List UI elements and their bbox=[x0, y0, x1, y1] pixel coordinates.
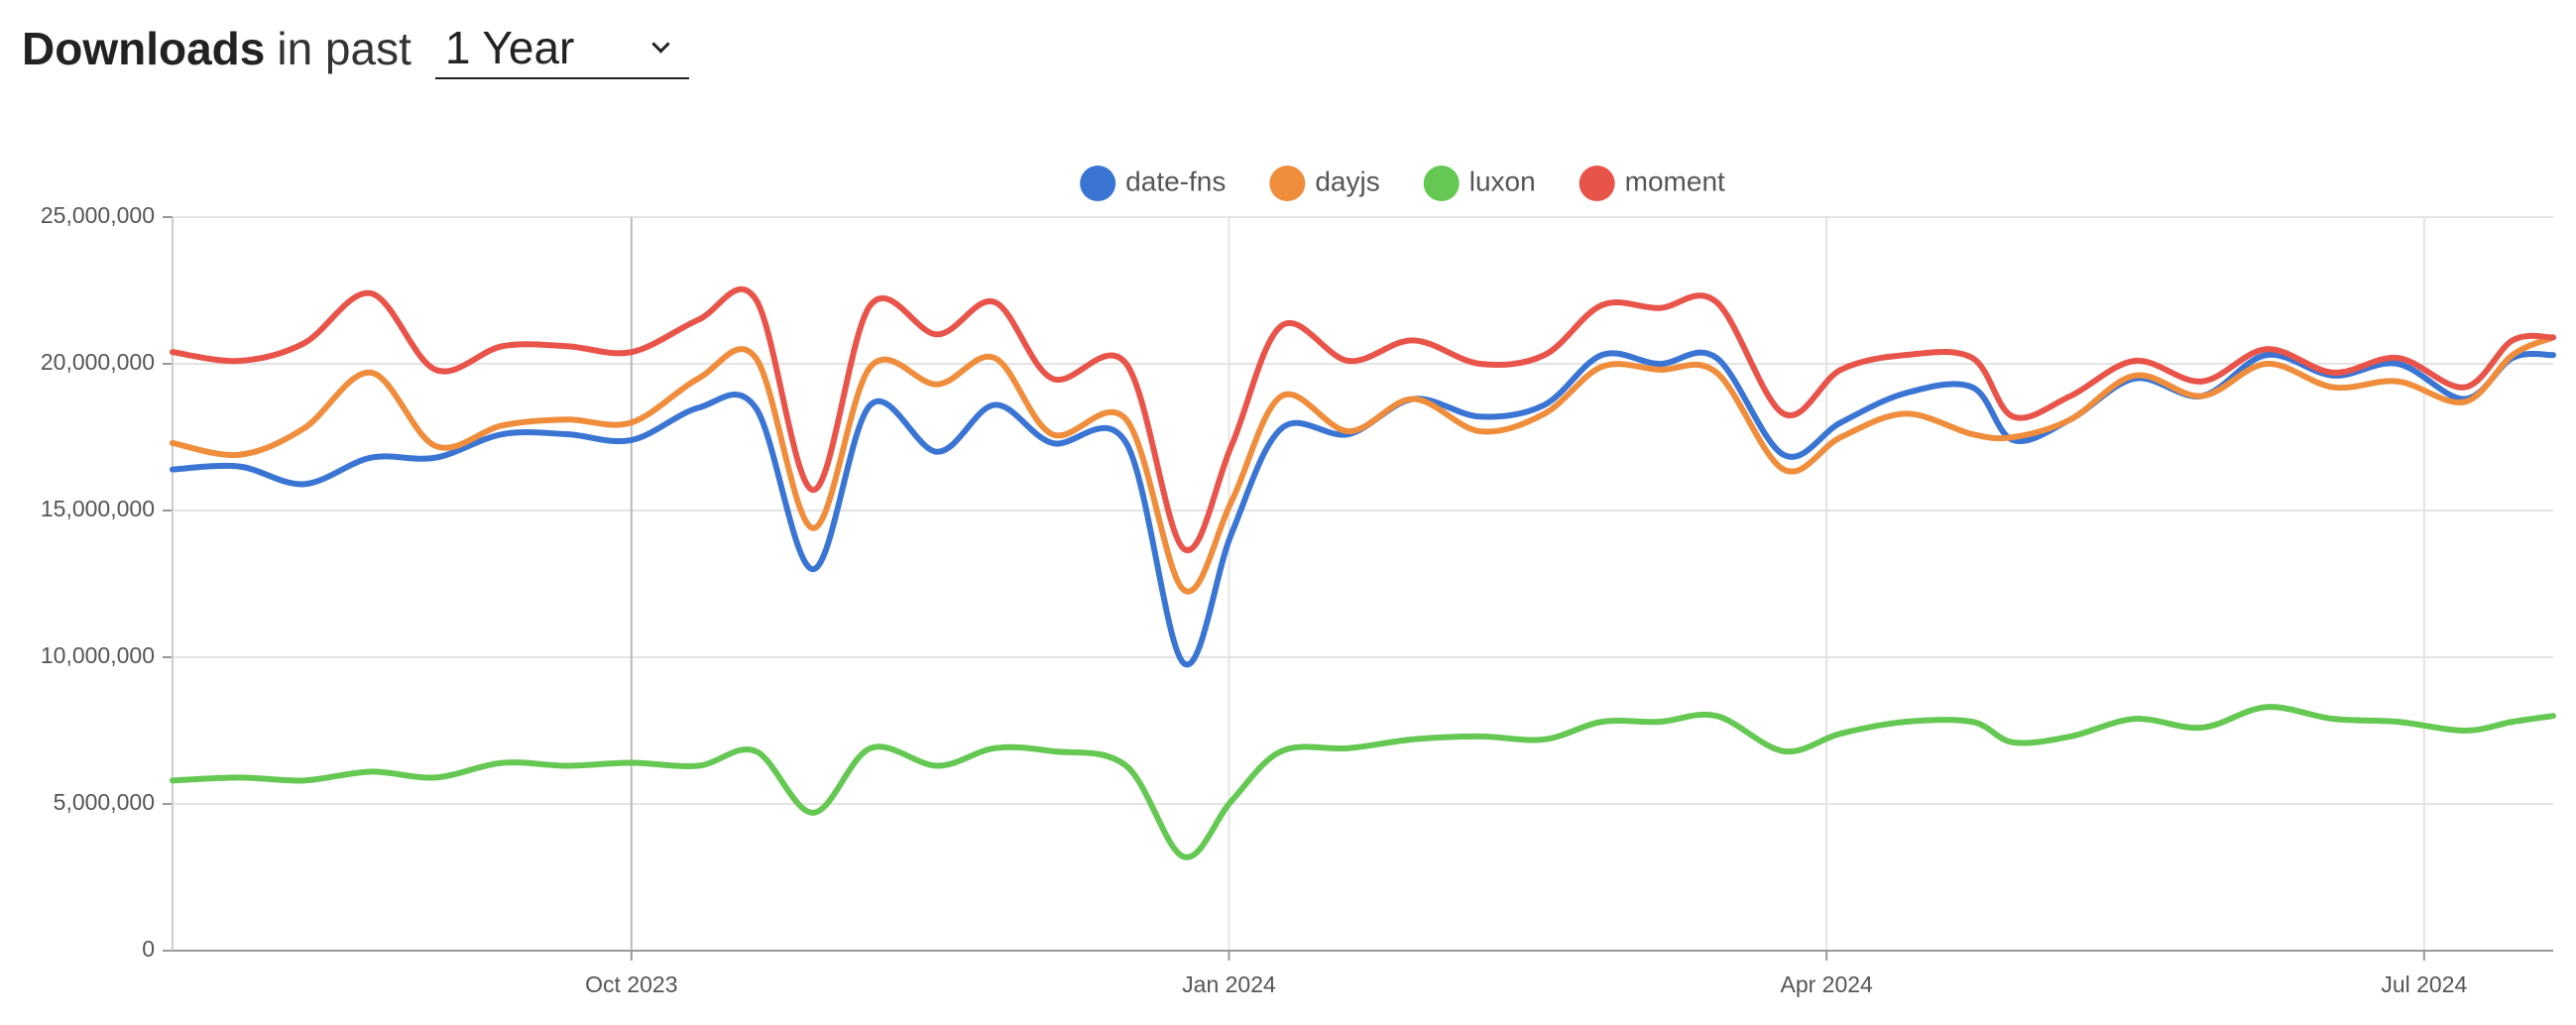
header-subtitle: in past bbox=[277, 23, 411, 74]
x-tick-label: Apr 2024 bbox=[1780, 971, 1873, 997]
legend-label: moment bbox=[1625, 166, 1725, 196]
series-line bbox=[170, 334, 2556, 595]
header: Downloads in past 1 Year bbox=[22, 14, 689, 83]
header-title: Downloads bbox=[22, 23, 266, 74]
series-line bbox=[170, 285, 2556, 554]
legend-marker bbox=[1269, 166, 1306, 201]
x-tick-label: Jul 2024 bbox=[2381, 971, 2467, 997]
select-value: 1 Year bbox=[444, 22, 575, 73]
series-line bbox=[170, 704, 2556, 860]
period-select[interactable]: 1 Year bbox=[434, 18, 689, 79]
legend-marker bbox=[1579, 166, 1615, 201]
legend-label: dayjs bbox=[1315, 166, 1379, 196]
x-tick-label: Oct 2023 bbox=[585, 971, 677, 997]
y-tick-label: 10,000,000 bbox=[41, 642, 155, 668]
legend-marker bbox=[1423, 166, 1460, 201]
y-tick-label: 25,000,000 bbox=[41, 202, 155, 228]
series-line bbox=[170, 349, 2556, 668]
legend-label: date-fns bbox=[1125, 166, 1226, 196]
y-tick-label: 0 bbox=[142, 936, 155, 962]
legend-label: luxon bbox=[1469, 166, 1536, 196]
y-tick-label: 15,000,000 bbox=[41, 496, 155, 521]
x-tick-label: Jan 2024 bbox=[1182, 971, 1276, 997]
y-tick-label: 20,000,000 bbox=[41, 349, 155, 375]
y-tick-label: 5,000,000 bbox=[54, 789, 155, 815]
legend-marker bbox=[1080, 166, 1116, 201]
